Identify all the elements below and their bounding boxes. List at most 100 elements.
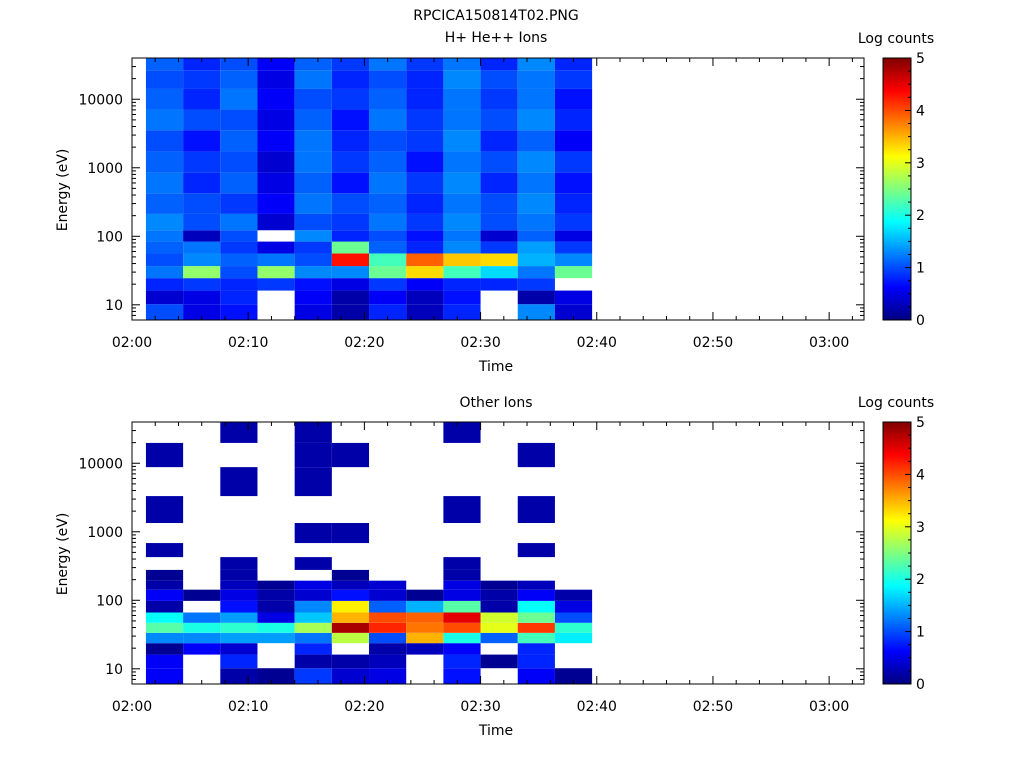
other-ions-colorbar: 0 1 2 3 4 5 — [882, 415, 925, 693]
h-he-ions-title: H+ He++ Ions — [445, 30, 548, 46]
heatmap-cell — [294, 253, 332, 267]
heatmap-cell — [183, 266, 221, 279]
heatmap-cell — [480, 172, 518, 194]
heatmap-cell — [443, 266, 481, 279]
heatmap-cell — [183, 172, 221, 194]
heatmap-cell — [480, 580, 518, 590]
h-he-ions-x-label: Time — [478, 359, 513, 375]
heatmap-cell — [145, 612, 184, 623]
heatmap-cell — [220, 632, 258, 644]
heatmap-cell — [294, 668, 332, 684]
heatmap-cell — [554, 589, 593, 601]
heatmap-cell — [220, 88, 258, 110]
heatmap-cell — [331, 278, 370, 291]
x-tick-label: 02:40 — [577, 335, 617, 351]
heatmap-cell — [331, 241, 370, 254]
heatmap-cell — [517, 290, 555, 305]
heatmap-cell — [406, 230, 444, 242]
heatmap-cell — [294, 643, 332, 655]
heatmap-cell — [294, 632, 332, 644]
heatmap-cell — [220, 612, 258, 623]
heatmap-cell — [183, 304, 221, 320]
heatmap-cell — [294, 557, 332, 570]
heatmap-cell — [480, 632, 518, 644]
heatmap-cell — [294, 213, 332, 231]
heatmap-cell — [257, 88, 295, 110]
heatmap-cell — [443, 496, 481, 524]
colorbar-tick-label: 3 — [916, 156, 925, 172]
heatmap-cell — [369, 632, 407, 644]
heatmap-cell — [517, 253, 555, 267]
heatmap-cell — [554, 213, 593, 231]
y-tick-label: 10 — [105, 662, 123, 678]
other-ions-heatmap — [145, 422, 593, 684]
plot-frame — [131, 57, 865, 321]
colorbar-tick-label: 5 — [916, 415, 925, 431]
heatmap-cell — [554, 70, 593, 89]
x-tick-label: 02:10 — [228, 699, 268, 715]
heatmap-cell — [443, 290, 481, 305]
heatmap-cell — [443, 580, 481, 590]
heatmap-cell — [145, 241, 184, 254]
colorbar-tick-label: 3 — [916, 520, 925, 536]
heatmap-cell — [517, 230, 555, 242]
x-tick-label: 02:20 — [344, 699, 384, 715]
heatmap-cell — [257, 622, 295, 633]
heatmap-cell — [331, 632, 370, 644]
h-he-ions-colorbar: 0 1 2 3 4 5 — [882, 51, 925, 329]
x-tick-label: 02:50 — [693, 335, 733, 351]
heatmap-cell — [554, 172, 593, 194]
heatmap-cell — [294, 304, 332, 320]
other-ions-panel: Other Ions 02:00 02:10 02:20 02:30 02:40 02:5… — [55, 395, 934, 739]
heatmap-cell — [183, 58, 221, 71]
heatmap-cell — [294, 70, 332, 89]
heatmap-cell — [369, 70, 407, 89]
heatmap-cell — [257, 172, 295, 194]
heatmap-cell — [145, 600, 184, 613]
heatmap-cell — [331, 523, 370, 544]
heatmap-cell — [257, 632, 295, 644]
heatmap-cell — [294, 580, 332, 590]
heatmap-cell — [406, 266, 444, 279]
heatmap-cell — [183, 643, 221, 655]
heatmap-cell — [183, 130, 221, 152]
heatmap-cell — [220, 278, 258, 291]
heatmap-cell — [331, 130, 370, 152]
heatmap-cell — [145, 543, 184, 558]
heatmap-cell — [480, 589, 518, 601]
heatmap-cell — [554, 266, 593, 279]
x-tick-label: 02:50 — [693, 699, 733, 715]
heatmap-cell — [406, 109, 444, 131]
heatmap-cell — [220, 130, 258, 152]
heatmap-cell — [554, 304, 593, 320]
heatmap-cell — [554, 241, 593, 254]
heatmap-cell — [443, 278, 481, 291]
colorbar-gradient — [883, 58, 911, 320]
heatmap-cell — [517, 442, 555, 468]
colorbar-tick-label: 1 — [916, 261, 925, 277]
heatmap-cell — [220, 422, 258, 443]
x-tick-label: 02:30 — [460, 699, 500, 715]
heatmap-cell — [145, 266, 184, 279]
heatmap-cell — [443, 668, 481, 684]
heatmap-cell — [406, 193, 444, 214]
heatmap-cell — [443, 241, 481, 254]
heatmap-cell — [220, 172, 258, 194]
x-tick-label: 02:40 — [577, 699, 617, 715]
heatmap-cell — [369, 213, 407, 231]
y-tick-label: 10000 — [78, 92, 123, 108]
heatmap-cell — [145, 253, 184, 267]
heatmap-cell — [220, 230, 258, 242]
heatmap-cell — [369, 241, 407, 254]
heatmap-cell — [554, 290, 593, 305]
x-tick-label: 02:00 — [112, 335, 152, 351]
heatmap-cell — [517, 304, 555, 320]
heatmap-cell — [406, 589, 444, 601]
heatmap-cell — [257, 70, 295, 89]
heatmap-cell — [331, 58, 370, 71]
heatmap-cell — [517, 213, 555, 231]
heatmap-cell — [294, 589, 332, 601]
colorbar-tick-label: 4 — [916, 467, 925, 483]
heatmap-cell — [145, 109, 184, 131]
heatmap-cell — [554, 193, 593, 214]
